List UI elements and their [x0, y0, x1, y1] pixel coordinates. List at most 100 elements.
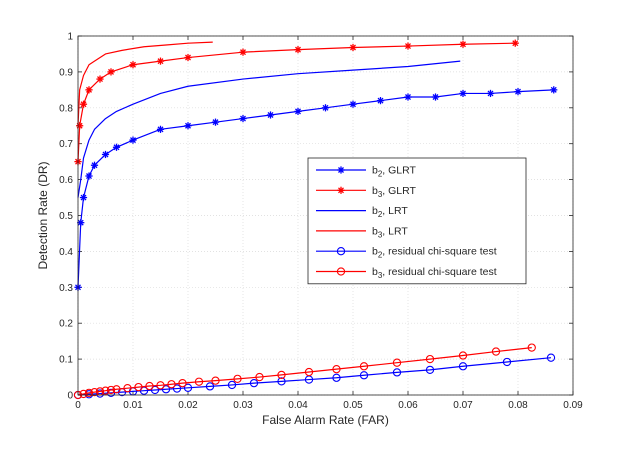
- series-6-point: [106, 385, 116, 395]
- series-5-point: [205, 382, 215, 391]
- series-2-point: [404, 42, 412, 50]
- series-1-point: [211, 118, 220, 126]
- y-tick-label: 0.9: [59, 67, 73, 78]
- legend-entry-label: b2, GLRT: [372, 165, 417, 179]
- series-2-point: [96, 75, 104, 83]
- series-1-point: [294, 107, 302, 115]
- series-1-point: [79, 193, 88, 202]
- series-1-point: [101, 150, 110, 159]
- series-6-point: [178, 379, 187, 388]
- series-5-point: [359, 371, 369, 380]
- legend-entry-label: b3, GLRT: [372, 185, 417, 199]
- x-tick-label: 0.03: [233, 400, 253, 411]
- legend: b2, GLRT b3, GLRT b2, LRT b3, LRT b2, residu…: [307, 157, 527, 285]
- x-tick-label: 0.07: [453, 400, 473, 411]
- series-1-point: [550, 86, 558, 94]
- x-tick-label: 0.05: [343, 400, 363, 411]
- series-2-point: [239, 48, 247, 56]
- x-tick-label: 0: [75, 400, 81, 411]
- x-tick-label: 0.08: [508, 400, 528, 411]
- x-tick-label: 0.02: [178, 400, 198, 411]
- x-tick-label: 0.01: [123, 400, 143, 411]
- x-tick-label: 0.09: [563, 400, 583, 411]
- y-tick-label: 0.4: [59, 247, 73, 258]
- legend-swatch-marker: [336, 267, 346, 276]
- y-tick-label: 0.7: [59, 139, 73, 150]
- legend-swatch-marker: [336, 247, 346, 256]
- series-5-point: [172, 384, 182, 393]
- x-tick-label: 0.04: [288, 400, 308, 411]
- legend-entry-label: b3, residual chi-square test: [372, 266, 497, 280]
- series-6-point: [112, 385, 121, 394]
- series-6-point: [332, 365, 341, 374]
- x-axis-label: False Alarm Rate (FAR): [262, 413, 389, 427]
- series-5-point: [392, 368, 402, 377]
- series-2-point: [79, 100, 88, 108]
- legend-entry-label: b3, LRT: [372, 225, 408, 239]
- series-5-point: [227, 380, 237, 390]
- series-6-point: [233, 374, 242, 383]
- series-6-point: [527, 343, 536, 352]
- series-1-point: [404, 93, 412, 101]
- series-1-point: [459, 89, 467, 98]
- series-6-point: [304, 367, 314, 377]
- series-1-point: [112, 143, 121, 151]
- y-tick-label: 0.3: [59, 283, 73, 294]
- y-axis-label: Detection Rate (DR): [36, 161, 50, 269]
- series-2-point: [85, 86, 93, 94]
- series-6-point: [491, 347, 501, 356]
- series-5-point: [161, 385, 171, 394]
- series-5-point: [332, 373, 341, 382]
- series-6-point: [167, 380, 176, 389]
- series-6-point: [84, 388, 94, 397]
- legend-entry-label: b2, LRT: [372, 205, 408, 219]
- series-5-point: [502, 357, 512, 367]
- legend-swatch-marker: [337, 166, 345, 174]
- series-1-point: [376, 97, 385, 105]
- y-tick-label: 0.2: [59, 319, 73, 330]
- series-1-point: [239, 114, 247, 123]
- series-1-point: [129, 136, 137, 144]
- series-6-point: [79, 389, 88, 399]
- legend-swatch-marker: [337, 186, 345, 194]
- series-5-point: [150, 385, 160, 395]
- series-5-point: [249, 379, 259, 388]
- y-tick-label: 0.8: [59, 103, 73, 114]
- series-1-point: [266, 111, 275, 119]
- series-1-point: [156, 125, 165, 133]
- series-5-point: [458, 362, 468, 371]
- y-tick-label: 0.5: [59, 211, 73, 222]
- series-6-point: [134, 382, 143, 392]
- series-5-point: [277, 377, 286, 386]
- series-1-point: [349, 100, 357, 108]
- series-6-point: [123, 384, 132, 393]
- series-6-point: [156, 381, 165, 390]
- series-2-point: [459, 40, 467, 48]
- series-1-point: [90, 161, 99, 169]
- legend-entry-label: b2, residual chi-square test: [372, 246, 497, 260]
- series-2-point: [129, 61, 137, 69]
- series-4-line: [77, 41, 213, 126]
- series-2-point: [76, 122, 84, 130]
- series-5-point: [546, 353, 556, 362]
- series-6-point: [392, 358, 402, 367]
- plot-area-frame: [77, 35, 574, 396]
- y-axis-ticks: 0 0.1 0.2 0.3 0.4 0.5 0.6 0.7 0.8 0.9 1: [59, 32, 573, 402]
- series-5-point: [425, 365, 435, 375]
- series-1-point: [85, 172, 93, 180]
- x-axis-ticks: 0 0.01 0.02 0.03 0.04 0.05 0.06 0.07 0.08 0.09: [75, 36, 583, 411]
- series-6-point: [194, 377, 204, 386]
- y-tick-label: 0.6: [59, 175, 73, 186]
- series-1-point: [486, 89, 495, 98]
- y-tick-label: 1: [67, 32, 73, 43]
- series-2-point: [294, 46, 302, 54]
- y-tick-label: 0.1: [59, 355, 73, 366]
- series-1-point: [321, 104, 330, 112]
- series-6-point: [145, 381, 154, 391]
- series-6-point: [359, 362, 369, 371]
- series-1-point: [514, 88, 522, 96]
- legend-box: [307, 157, 527, 285]
- series-2-point: [349, 43, 357, 52]
- series-2-point: [107, 68, 115, 76]
